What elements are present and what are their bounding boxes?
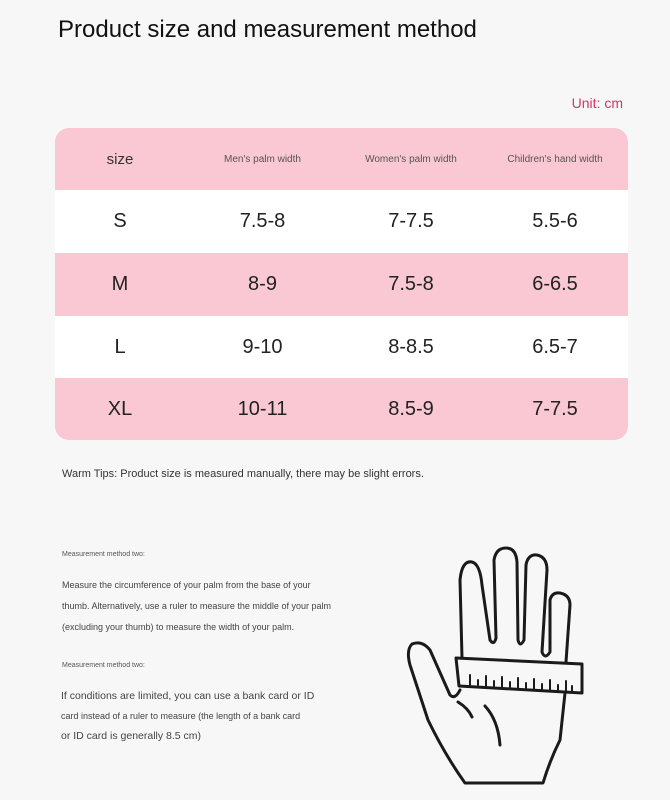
header-size: size [106, 150, 134, 168]
cell-size: L [114, 335, 126, 358]
unit-label: Unit: cm [571, 95, 623, 111]
cell-women: 7-7.5 [388, 210, 434, 232]
header-men: Men's palm width [224, 153, 301, 165]
cell-men: 10-11 [237, 397, 288, 420]
cell-children: 7-7.5 [532, 397, 578, 420]
method-line: (excluding your thumb) to measure the wi… [62, 622, 295, 632]
ruler-icon [454, 656, 584, 695]
cell-men: 9-10 [242, 335, 283, 358]
table-row: XL 10-11 8.5-9 7-7.5 [55, 378, 628, 440]
method-line: Measure the circumference of your palm f… [62, 580, 311, 590]
cell-women: 8-8.5 [388, 335, 434, 358]
table-row: L 9-10 8-8.5 6.5-7 [55, 316, 628, 378]
table-row: M 8-9 7.5-8 6-6.5 [55, 253, 628, 316]
cell-men: 7.5-8 [239, 210, 286, 232]
warm-tips: Warm Tips: Product size is measured manu… [62, 468, 424, 480]
cell-size: M [111, 273, 129, 295]
ruler-ticks [469, 674, 573, 692]
thumb-outline [406, 641, 567, 785]
method-description: Measure the circumference of your palm f… [62, 575, 342, 638]
cell-women: 8.5-9 [388, 397, 434, 420]
cell-size: XL [107, 397, 133, 420]
method-label: Measurement method two: [62, 551, 145, 558]
method-line: or ID card is generally 8.5 cm) [61, 730, 202, 742]
cell-size: S [113, 210, 127, 232]
method-line: If conditions are limited, you can use a… [61, 690, 315, 702]
method-line: thumb. Alternatively, use a ruler to mea… [62, 601, 331, 611]
size-table: size Men's palm width Women's palm width… [55, 128, 628, 440]
cell-women: 7.5-8 [388, 273, 434, 295]
header-children: Children's hand width [507, 153, 603, 165]
hand-with-ruler-icon [406, 546, 584, 785]
table-row: S 7.5-8 7-7.5 5.5-6 [55, 190, 628, 253]
page-title: Product size and measurement method [58, 16, 477, 43]
cell-children: 6-6.5 [532, 273, 578, 295]
table-header: size Men's palm width Women's palm width… [55, 128, 628, 190]
hand-outline [458, 546, 572, 664]
cell-men: 8-9 [248, 273, 277, 295]
method-line: card instead of a ruler to measure (the … [61, 711, 301, 721]
palm-line [483, 704, 502, 747]
header-women: Women's palm width [365, 153, 457, 165]
method-description: If conditions are limited, you can use a… [61, 686, 351, 746]
palm-line [456, 700, 474, 719]
cell-children: 5.5-6 [532, 210, 578, 232]
cell-children: 6.5-7 [532, 335, 578, 358]
method-label: Measurement method two: [62, 662, 145, 669]
